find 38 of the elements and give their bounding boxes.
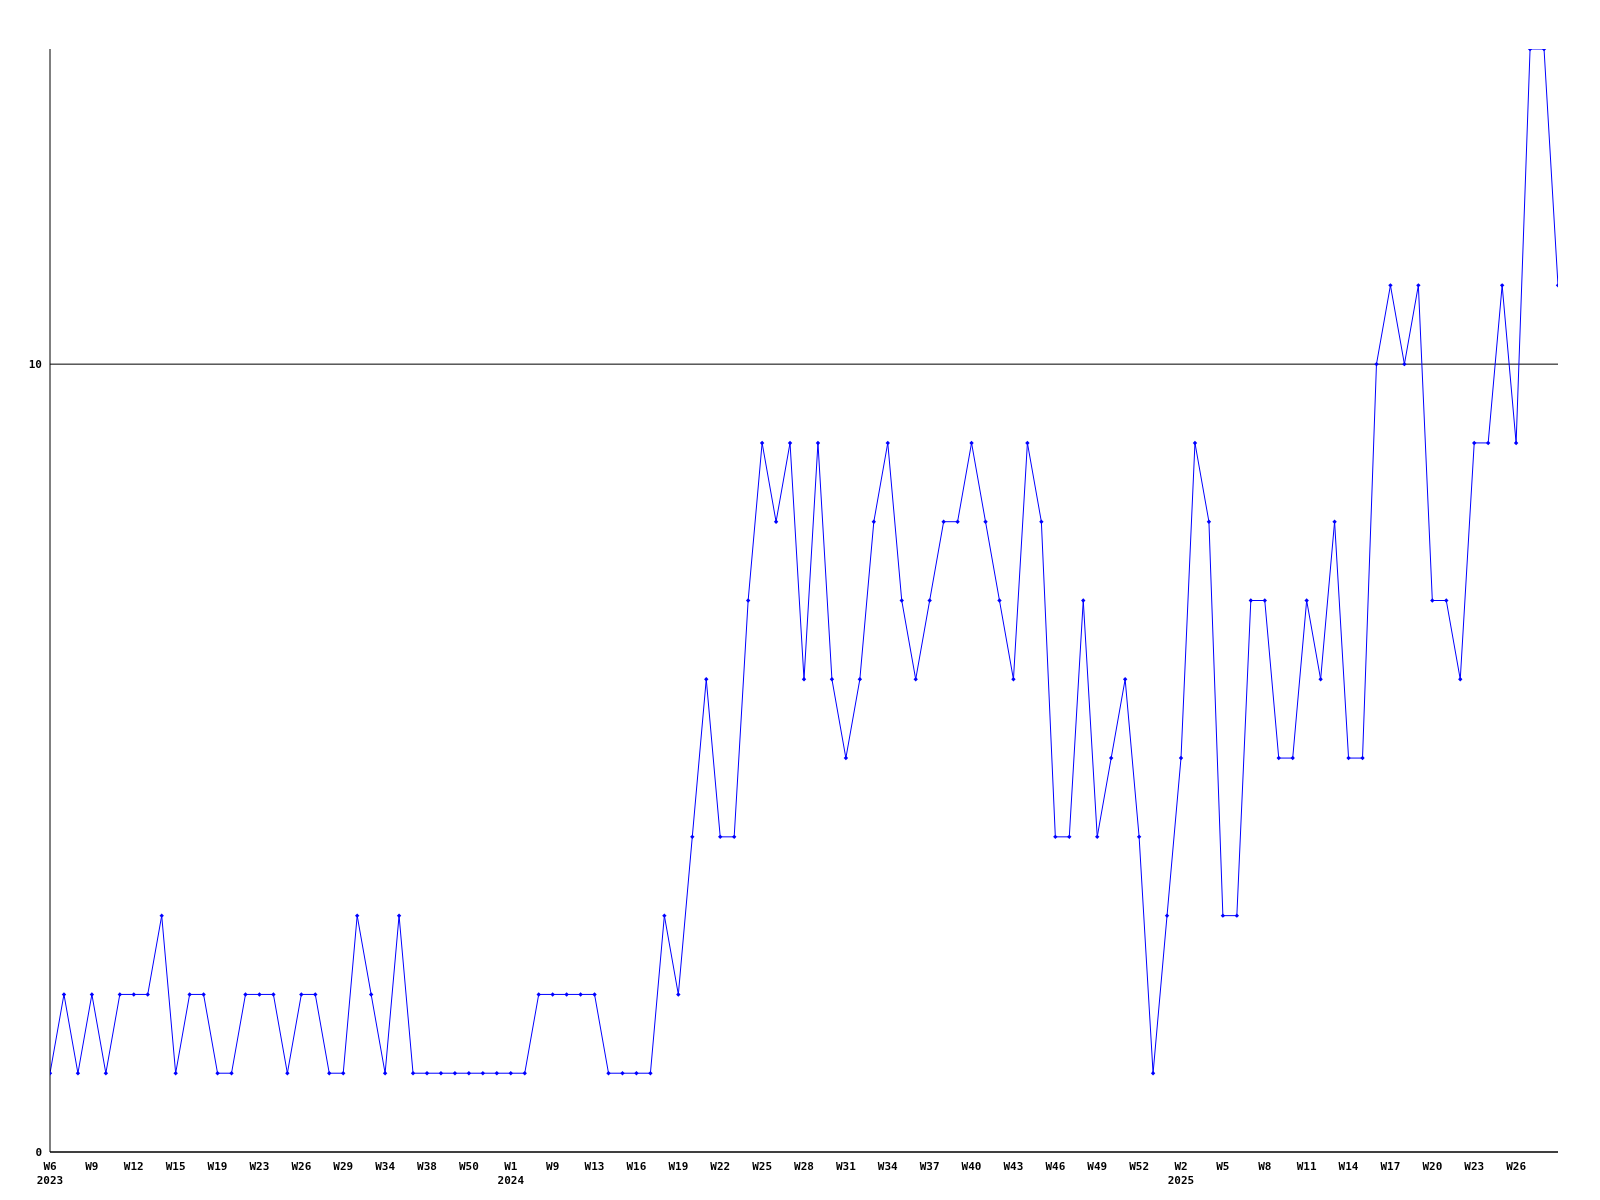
x-tick-label: W12 [123,1160,144,1173]
x-tick-label: W14 [1338,1160,1359,1173]
x-tick-label: W22 [710,1160,731,1173]
x-tick-label: W9 [85,1160,99,1173]
x-tick-label: W25 [752,1160,773,1173]
x-tick-label: W26 [1506,1160,1527,1173]
x-tick-label: W28 [794,1160,814,1173]
x-tick-label: W8 [1258,1160,1272,1173]
x-tick-label: W2 2025 [1167,1160,1195,1187]
x-tick-label: W31 [835,1160,857,1173]
x-tick-label: W34 [375,1160,396,1173]
x-tick-label: W37 [919,1160,940,1173]
x-tick-label: W11 [1296,1160,1317,1173]
x-tick-label: W26 [291,1160,312,1173]
x-tick-label: W5 [1216,1160,1230,1173]
x-tick-label: W6 2023 [36,1160,64,1187]
x-tick-label: W52 [1129,1160,1150,1173]
x-tick-label: W17 [1380,1160,1401,1173]
x-tick-label: W9 [546,1160,560,1173]
x-tick-label: W20 [1422,1160,1443,1173]
x-tick-label: W13 [584,1160,605,1173]
x-tick-label: W23 [1464,1160,1485,1173]
x-tick-label: W1 2024 [497,1160,525,1187]
x-tick-label: W23 [249,1160,270,1173]
x-tick-label: W46 [1045,1160,1066,1173]
y-tick-label: 10 [28,358,42,372]
x-tick-label: W29 [333,1160,354,1173]
x-tick-label: W15 [165,1160,186,1173]
x-tick-label: W34 [877,1160,899,1173]
x-tick-label: W50 [458,1160,479,1173]
x-tick-label: W19 [668,1160,689,1173]
x-tick-label: W38 [417,1160,437,1173]
y-tick-label: 0 [35,1145,42,1159]
x-tick-label: W40 [961,1160,982,1173]
x-tick-label: W16 [626,1160,647,1173]
x-tick-label: W43 [1003,1160,1024,1173]
x-tick-label: W19 [207,1160,228,1173]
x-tick-label: W49 [1087,1160,1108,1173]
